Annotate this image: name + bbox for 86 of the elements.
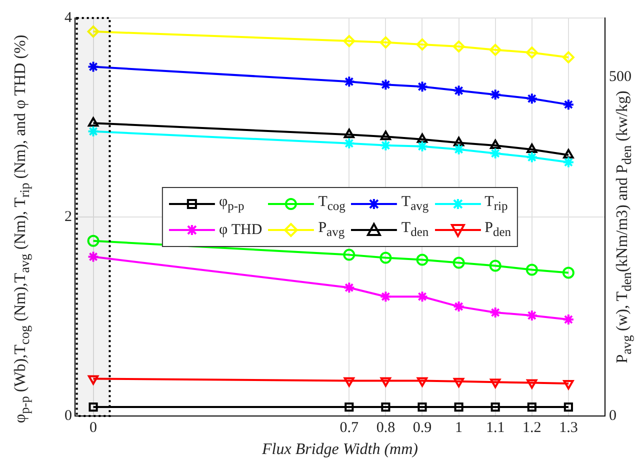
x-tick-label: 1.2 xyxy=(522,420,542,436)
y2-tick-label: 500 xyxy=(609,68,632,85)
point xyxy=(452,84,465,97)
point xyxy=(343,137,356,150)
y-tick-label: 2 xyxy=(64,208,72,225)
point xyxy=(489,260,502,272)
point xyxy=(88,375,99,385)
legend-label: φ THD xyxy=(218,221,262,240)
point xyxy=(489,44,502,56)
y2-tick-label: 0 xyxy=(609,408,616,424)
point xyxy=(562,313,574,326)
point xyxy=(380,130,392,140)
point xyxy=(88,117,99,127)
point xyxy=(343,35,356,48)
x-tick-label: 1 xyxy=(455,420,463,436)
point xyxy=(416,377,428,387)
point xyxy=(418,402,427,412)
point xyxy=(87,60,100,73)
point xyxy=(416,133,428,143)
point xyxy=(526,151,538,164)
point xyxy=(452,40,465,52)
point xyxy=(452,300,465,313)
legend-label: T$_{den}$ xyxy=(401,219,429,241)
point xyxy=(489,88,502,101)
point xyxy=(454,402,464,412)
y-tick-label: 0 xyxy=(64,408,72,424)
point xyxy=(564,402,573,412)
point xyxy=(380,290,392,303)
point xyxy=(380,78,392,91)
point xyxy=(489,306,502,319)
x-tick-label: 0.8 xyxy=(376,420,396,436)
point xyxy=(453,136,464,146)
point xyxy=(416,80,428,93)
point xyxy=(344,402,354,412)
legend-label: P$_{avg}$ xyxy=(318,219,345,241)
point xyxy=(526,46,538,59)
point xyxy=(490,402,500,412)
point xyxy=(380,252,392,264)
point xyxy=(380,36,392,48)
point xyxy=(563,148,574,158)
point xyxy=(563,380,574,390)
legend-label: T$_{cog}$ xyxy=(318,193,346,215)
point xyxy=(527,402,536,412)
point xyxy=(344,128,354,138)
x-tick-label: 1.1 xyxy=(486,420,505,436)
point xyxy=(562,156,574,168)
point xyxy=(381,402,390,412)
point xyxy=(88,402,98,412)
point xyxy=(526,379,538,389)
x-tick-label: 0.7 xyxy=(340,420,360,436)
y-tick-label: 4 xyxy=(64,10,72,26)
x-tick-label: 0.9 xyxy=(412,420,432,436)
legend-label: φ$_{p-p}$ xyxy=(218,193,244,215)
x-tick-label: 1.3 xyxy=(559,420,578,436)
point xyxy=(452,143,465,156)
point xyxy=(453,378,464,388)
point xyxy=(490,378,501,388)
point xyxy=(562,266,574,279)
legend-label: T$_{avg}$ xyxy=(401,193,429,215)
x-axis-title: Flux Bridge Width (mm) xyxy=(261,441,419,459)
point xyxy=(490,139,501,149)
point xyxy=(562,51,574,64)
point xyxy=(343,282,356,294)
point xyxy=(489,147,502,160)
point xyxy=(526,92,538,105)
point xyxy=(380,139,392,152)
point xyxy=(87,250,100,263)
point xyxy=(562,98,574,111)
point xyxy=(416,254,428,266)
x-tick-label: 0 xyxy=(90,420,98,436)
legend-label: T$_{rip}$ xyxy=(484,193,508,215)
point xyxy=(380,377,392,387)
point xyxy=(87,26,100,38)
legend-label: P$_{den}$ xyxy=(484,219,512,241)
point xyxy=(452,256,465,269)
point xyxy=(87,125,100,138)
point xyxy=(526,264,538,276)
point xyxy=(526,144,538,154)
point xyxy=(526,310,538,322)
point xyxy=(416,290,428,303)
point xyxy=(343,76,356,88)
point xyxy=(416,38,428,50)
point xyxy=(416,140,428,152)
point xyxy=(343,248,356,261)
point xyxy=(344,377,354,387)
point xyxy=(87,234,100,247)
